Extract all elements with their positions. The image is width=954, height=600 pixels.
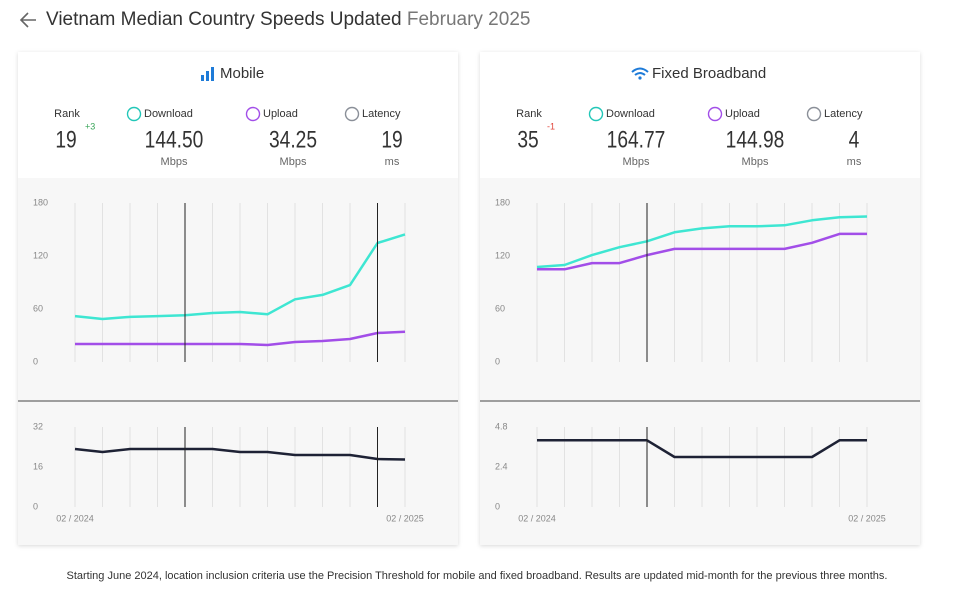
metric-icon bbox=[245, 106, 261, 122]
rank-label: Rank bbox=[54, 108, 80, 120]
metric-icon bbox=[707, 106, 723, 122]
metric-unit: Mbps bbox=[161, 156, 188, 168]
cards: Mobile Rank 19 +3 Download 144.50 Mbps Upload 34… bbox=[18, 52, 920, 545]
card bbox=[480, 52, 920, 545]
y-tick-label: 32 bbox=[33, 421, 43, 431]
metric-label: Upload bbox=[725, 108, 760, 120]
x-tick-label: 02 / 2025 bbox=[386, 513, 424, 523]
icon-bar bbox=[201, 75, 204, 81]
title: Vietnam Median Country Speeds Updated bbox=[46, 9, 402, 30]
y-tick-label: 2.4 bbox=[495, 461, 508, 471]
series-line bbox=[536, 215, 868, 269]
date: February 2025 bbox=[407, 9, 531, 30]
metric-unit: Mbps bbox=[623, 156, 650, 168]
metric-value: 4 bbox=[849, 125, 860, 153]
panel-title: Mobile bbox=[220, 65, 264, 82]
metric-value: 34.25 bbox=[269, 125, 317, 153]
wifi-icon bbox=[631, 67, 649, 76]
metric-value: 19 bbox=[381, 125, 402, 153]
x-tick-label: 02 / 2024 bbox=[518, 513, 556, 523]
metric-icon bbox=[588, 106, 604, 122]
y-tick-label: 0 bbox=[33, 501, 38, 511]
wifi-dot bbox=[638, 76, 642, 80]
y-tick-label: 60 bbox=[33, 303, 43, 313]
series-line bbox=[74, 447, 406, 461]
metric-label: Upload bbox=[263, 108, 298, 120]
rank-change: +3 bbox=[85, 121, 95, 131]
y-tick-label: 0 bbox=[495, 356, 500, 366]
metric-value: 144.50 bbox=[145, 125, 204, 153]
chart-bg bbox=[18, 178, 458, 545]
rank-label: Rank bbox=[516, 108, 542, 120]
card bbox=[18, 52, 458, 545]
back-arrow[interactable] bbox=[19, 12, 36, 28]
series-line bbox=[74, 233, 406, 321]
y-tick-label: 180 bbox=[495, 197, 510, 207]
metric-unit: Mbps bbox=[280, 156, 307, 168]
icon-bar bbox=[211, 67, 214, 81]
y-tick-label: 180 bbox=[33, 197, 48, 207]
chart-bg bbox=[480, 178, 920, 545]
y-tick-label: 120 bbox=[33, 250, 48, 260]
series-line bbox=[537, 439, 867, 459]
metric-unit: Mbps bbox=[742, 156, 769, 168]
metric-icon bbox=[806, 106, 822, 122]
y-tick-label: 60 bbox=[495, 303, 505, 313]
metric-label: Download bbox=[606, 108, 655, 120]
metric-value: 164.77 bbox=[607, 125, 666, 153]
y-tick-label: 16 bbox=[33, 461, 43, 471]
metric-label: Latency bbox=[362, 108, 401, 120]
panel-title: Fixed Broadband bbox=[652, 65, 766, 82]
rank-value: 35 bbox=[517, 125, 538, 153]
rank-value: 19 bbox=[55, 125, 76, 153]
metric-value: 144.98 bbox=[726, 125, 785, 153]
footnote: Starting June 2024, location inclusion c… bbox=[66, 570, 888, 582]
y-tick-label: 4.8 bbox=[495, 421, 508, 431]
y-tick-label: 0 bbox=[495, 501, 500, 511]
metric-label: Latency bbox=[824, 108, 863, 120]
rank-change: -1 bbox=[547, 121, 555, 131]
page-title: Vietnam Median Country Speeds Updated Fe… bbox=[46, 9, 530, 30]
metric-unit: ms bbox=[847, 156, 862, 168]
y-tick-label: 0 bbox=[33, 356, 38, 366]
metric-label: Download bbox=[144, 108, 193, 120]
x-tick-label: 02 / 2025 bbox=[848, 513, 886, 523]
y-tick-label: 120 bbox=[495, 250, 510, 260]
series-line bbox=[75, 330, 406, 347]
metric-icon bbox=[344, 106, 360, 122]
metric-unit: ms bbox=[385, 156, 400, 168]
icon-bar bbox=[206, 71, 209, 81]
series-line bbox=[537, 232, 867, 271]
metric-icon bbox=[126, 106, 142, 122]
x-tick-label: 02 / 2024 bbox=[56, 513, 94, 523]
